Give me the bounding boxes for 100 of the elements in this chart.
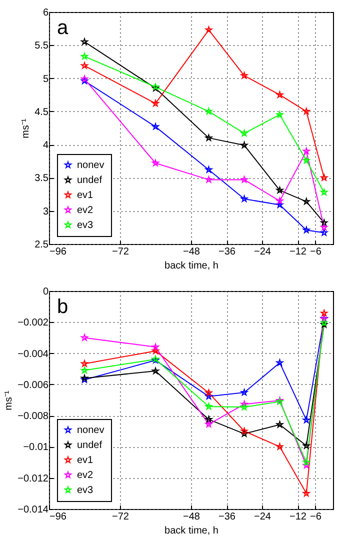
point [302,148,310,154]
point [205,389,212,396]
point [152,343,160,350]
x-tick-label: −48 [183,246,200,258]
point [302,108,310,114]
point [240,142,248,148]
x-tick-label: −36 [218,512,236,522]
point [80,360,88,367]
legend-label: ev1 [77,190,94,201]
point [302,198,310,205]
point [205,420,212,428]
x-tick-label: −72 [112,246,130,258]
x-tick-label: −96 [50,512,67,522]
legend-label: undef [77,440,102,451]
legend-label: ev3 [77,485,94,496]
point [320,310,328,316]
y-tick-label: −0.012 [18,473,49,484]
point [240,130,248,136]
x-axis-title: back time, h [164,260,218,272]
point [152,367,160,374]
point [80,366,88,374]
point [320,174,328,181]
x-tick-label: −24 [254,246,272,258]
y-tick-label: −0.008 [18,411,49,422]
point [240,195,248,202]
point [276,420,284,428]
point [302,156,310,164]
y-tick-label: −0.004 [18,348,49,360]
point [276,111,284,118]
y-tick-label: 4 [42,140,49,152]
point [240,72,248,79]
point [320,229,328,236]
point [320,319,328,326]
y-tick-label: 3 [42,206,49,218]
point [205,26,212,33]
x-tick-label: −12 [290,246,307,258]
x-tick-label: −12 [290,512,307,522]
y-tick-label: −0.01 [23,442,49,454]
point [152,159,160,166]
point [320,224,328,230]
legend-label: nonev [77,425,104,436]
legend-label: ev2 [77,470,94,481]
y-tick-label: 5 [42,74,49,85]
point [80,38,88,45]
point [302,490,310,496]
point [240,427,248,434]
x-axis-title: back time, h [164,526,218,536]
point [302,462,310,468]
y-tick-label: 3.5 [34,173,49,184]
y-axis-title: ms⁻¹ [20,118,32,138]
point [302,226,310,234]
y-tick-label: 5.5 [34,40,49,52]
point [276,197,284,204]
point [276,201,284,208]
point [240,388,248,396]
point [205,108,212,114]
y-tick-label: 2.5 [34,240,49,250]
x-tick-label: −72 [112,512,130,522]
point [276,186,284,194]
point [80,62,88,69]
x-tick-label: −96 [50,246,67,258]
chart-title: a [57,17,69,39]
point [320,219,328,226]
point [276,91,284,98]
point [205,134,212,142]
point [205,416,212,423]
legend-label: ev3 [77,220,94,231]
y-tick-label: −0.002 [18,318,49,329]
x-tick-label: −6 [310,512,322,522]
point [320,320,328,328]
legend-label: undef [77,175,102,186]
x-tick-label: −6 [310,246,322,258]
x-tick-label: −36 [218,246,236,258]
point [80,77,88,84]
x-tick-label: −48 [183,512,200,522]
point [240,430,248,437]
point [240,404,248,410]
point [320,188,328,196]
legend-label: ev1 [77,455,94,466]
point [205,176,212,183]
y-axis-title: ms⁻¹ [4,390,15,410]
point [240,176,248,183]
point [152,347,160,354]
point [240,400,248,408]
point [80,75,88,82]
legend-label: ev2 [77,205,94,216]
point [276,443,284,450]
point [205,392,212,400]
y-tick-label: 6 [42,8,49,18]
point [302,458,310,466]
point [302,442,310,449]
chart-title: b [57,296,68,318]
y-tick-label: −0.014 [18,504,49,516]
point [80,334,88,341]
y-tick-label: 0 [42,286,49,298]
point [276,359,284,366]
point [152,100,160,107]
point [302,416,310,424]
x-tick-label: −24 [254,512,272,522]
legend-label: nonev [77,160,104,171]
